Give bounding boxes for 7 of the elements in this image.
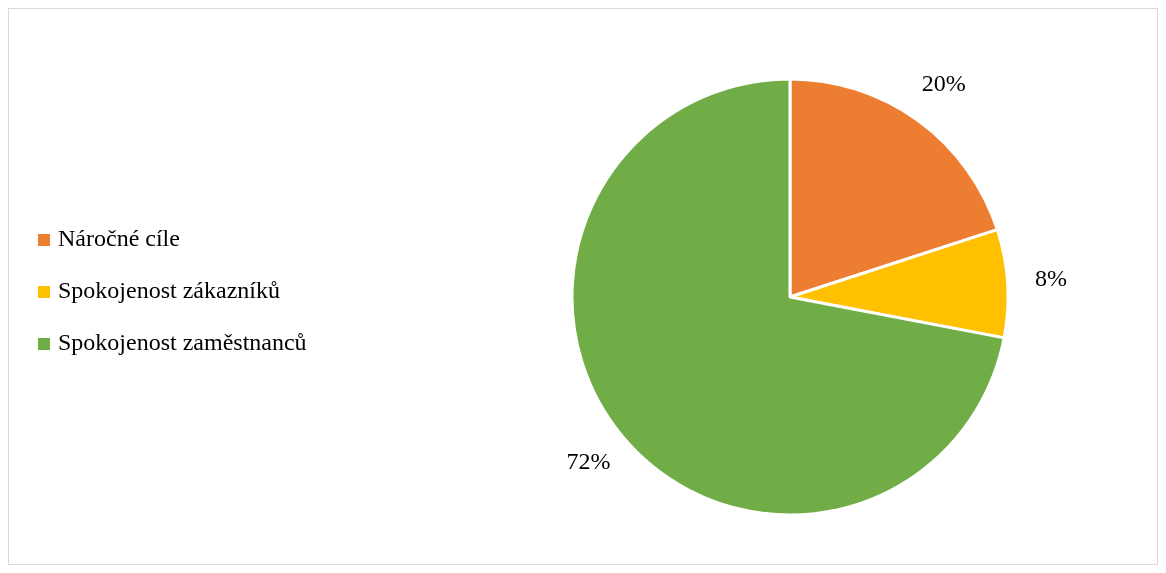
data-label: 72% — [566, 448, 611, 475]
data-label: 20% — [921, 69, 966, 96]
pie-slice — [570, 77, 1006, 517]
legend-label: Náročné cíle — [58, 224, 180, 251]
legend-label: Spokojenost zákazníků — [58, 276, 280, 303]
data-label: 8% — [1035, 265, 1068, 292]
legend-label: Spokojenost zaměstnanců — [58, 328, 307, 355]
